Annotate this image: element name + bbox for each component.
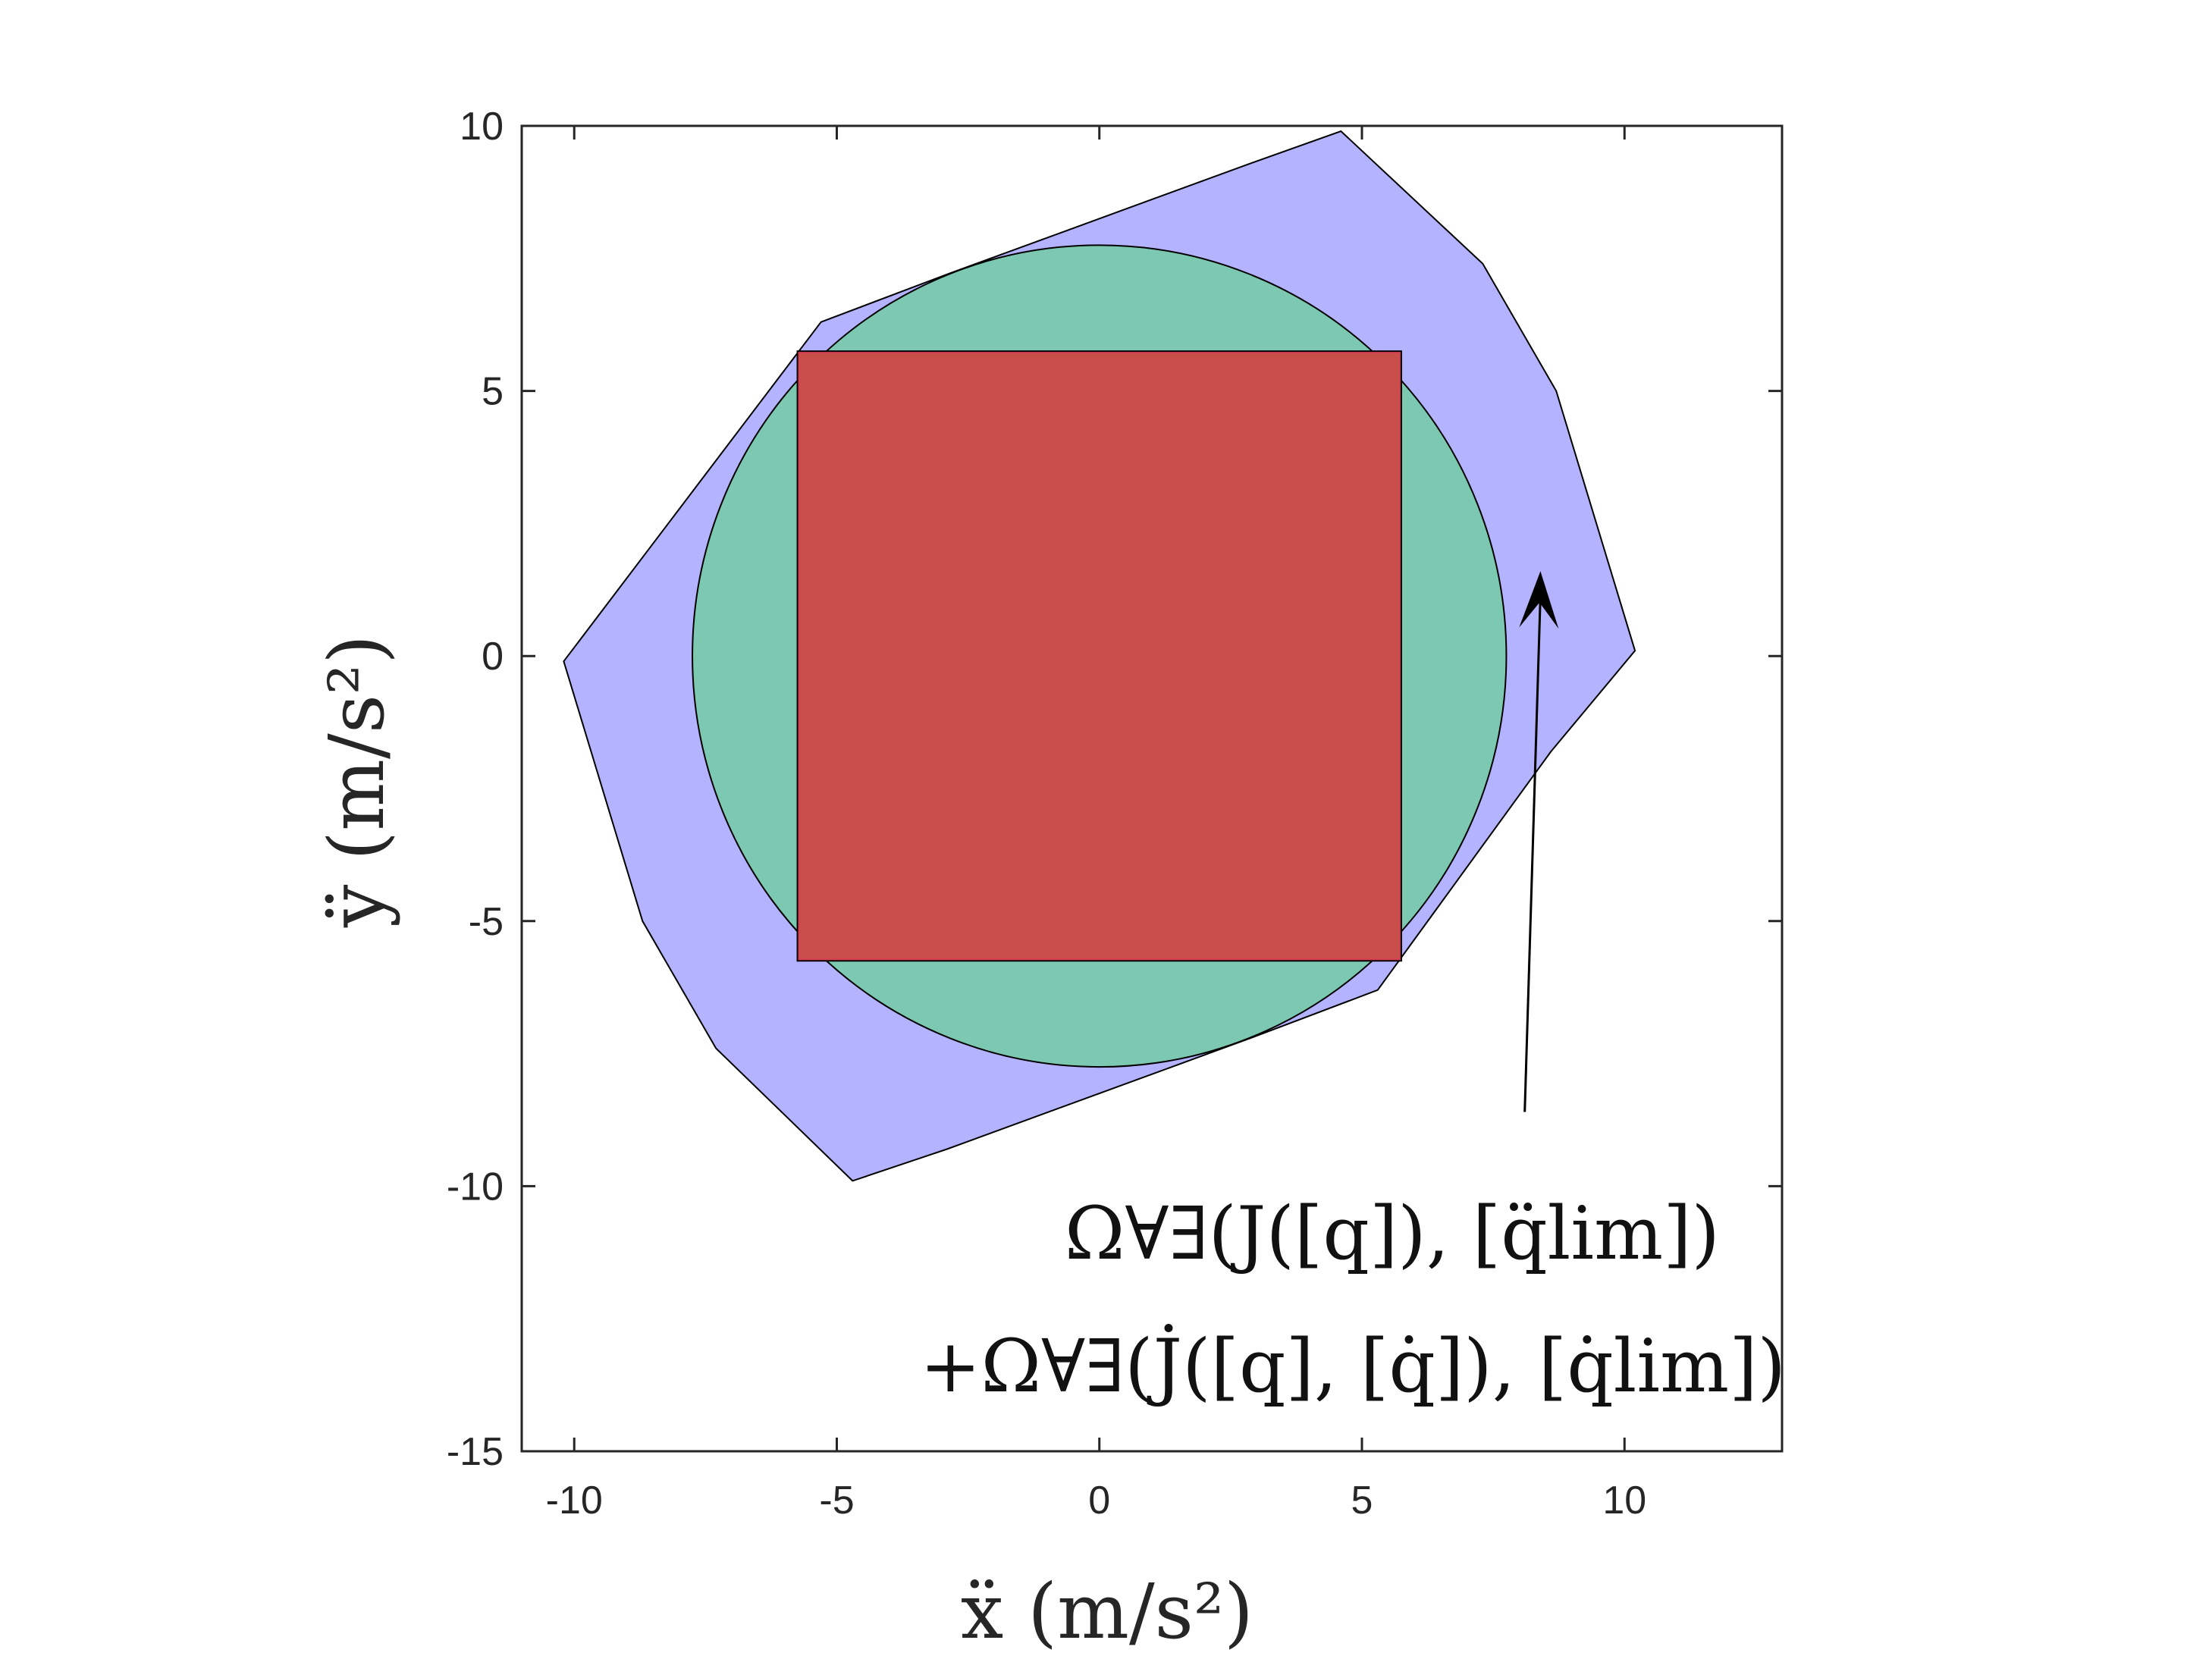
- x-tick-label: 10: [1602, 1479, 1646, 1523]
- x-tick-label: 5: [1351, 1479, 1373, 1523]
- y-tick-label: -15: [447, 1430, 504, 1474]
- y-tick-label: -5: [469, 900, 504, 944]
- annotation-line-2: +Ω∀∃(J̇([q], [q̇]), [q̇lim]): [920, 1324, 1786, 1409]
- annotation: Ω∀∃(J([q]), [q̈lim]) +Ω∀∃(J̇([q], [q̇]),…: [920, 571, 1786, 1409]
- annotation-line-1: Ω∀∃(J([q]), [q̈lim]): [1065, 1191, 1720, 1276]
- axes: [520, 124, 1784, 1453]
- tick-labels: -10 -5 0 5 10 -15 -10 -5 0 5 10: [447, 105, 1646, 1523]
- y-tick-label: 0: [482, 635, 504, 679]
- axes-box: [520, 124, 1784, 1453]
- x-tick-label: 0: [1088, 1479, 1110, 1523]
- x-axis-label: ẍ (m/s²): [961, 1567, 1253, 1656]
- series-rectangle-edge: [798, 352, 1401, 961]
- plot-area: [563, 130, 1636, 1182]
- y-axis-label: ÿ (m/s²): [312, 635, 401, 928]
- y-tick-label: -10: [447, 1165, 504, 1209]
- y-tick-label: 5: [482, 370, 504, 414]
- series-rectangle: [796, 350, 1402, 962]
- x-tick-label: -5: [819, 1479, 854, 1523]
- x-tick-label: -10: [546, 1479, 603, 1523]
- annotation-arrow-head: [1519, 571, 1559, 629]
- annotation-arrow-shaft: [1523, 594, 1542, 1112]
- y-tick-label: 10: [460, 105, 504, 149]
